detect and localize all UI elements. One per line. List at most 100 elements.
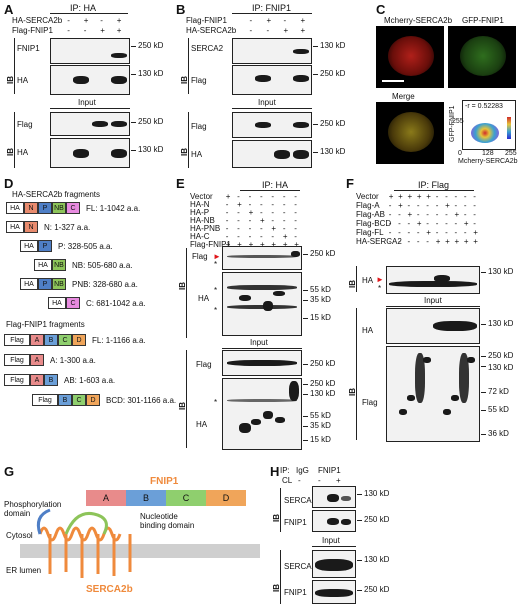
sign: +	[225, 240, 231, 249]
sign: -	[398, 219, 401, 228]
fragment-segment: N	[24, 202, 38, 214]
row-label: HA-N	[190, 200, 210, 209]
sign: +	[294, 240, 299, 249]
mw-label: 130 kD	[320, 147, 346, 156]
sign: -	[398, 237, 401, 246]
blot-ip-flag	[222, 246, 302, 270]
sign: +	[407, 192, 413, 201]
fragment-description: NB: 505-680 a.a.	[72, 261, 133, 270]
sign: -	[271, 192, 275, 201]
sign: -	[249, 16, 253, 25]
sign: -	[294, 232, 297, 241]
fragment-segment: HA	[20, 240, 38, 252]
sign: -	[260, 232, 263, 241]
mw-label: 36 kD	[488, 429, 509, 438]
fragment-segment: A	[30, 374, 44, 386]
input-title: Input	[250, 338, 268, 347]
sign: -	[225, 224, 229, 233]
sign: -	[473, 192, 476, 201]
blot-serca2	[232, 38, 312, 64]
fnip1-domain: C	[166, 490, 206, 506]
serca2b-topology	[36, 508, 132, 578]
fnip1-domain: A	[86, 490, 126, 506]
sign: +	[426, 228, 431, 237]
blot-label-ha: HA	[17, 148, 29, 157]
sign: -	[282, 192, 286, 201]
blot-label-ha: HA	[196, 420, 208, 429]
sign: -	[473, 210, 476, 219]
sign: +	[237, 200, 242, 209]
fragment-segment: C	[66, 202, 80, 214]
fragment-segment: P	[38, 240, 52, 252]
title-rule	[50, 13, 128, 14]
sign: -	[435, 192, 439, 201]
mw-label: 250 kD	[320, 69, 346, 78]
row-label: HA-PNB	[190, 224, 221, 233]
sign: -	[473, 201, 476, 210]
asterisk: *	[214, 398, 218, 407]
gfp-image	[448, 26, 516, 88]
sign: +	[445, 201, 450, 210]
mw-label: 250 kD	[320, 119, 346, 128]
ip-title: IP: FNIP1	[252, 3, 292, 13]
fragment-description: P: 328-505 a.a.	[58, 242, 113, 251]
sign: -	[473, 219, 476, 228]
panel-letter: B	[176, 2, 186, 17]
sign: +	[398, 192, 403, 201]
mw-label: 35 kD	[310, 295, 331, 304]
sign: -	[248, 216, 252, 225]
mw-label: 72 kD	[488, 387, 509, 396]
input-title: Input	[424, 296, 442, 305]
sign: -	[294, 192, 297, 201]
sign: +	[407, 210, 413, 219]
sign: -	[416, 228, 420, 237]
mw-label: 250 kD	[364, 585, 390, 594]
row-label: Flag-FNIP1	[186, 16, 227, 25]
sign: -	[248, 232, 252, 241]
sign: -	[463, 228, 467, 237]
sign: -	[248, 224, 252, 233]
row-label: HA-SERCA2b	[12, 16, 63, 25]
fragment-segment: HA	[48, 297, 66, 309]
sign: -	[407, 219, 411, 228]
sign: -	[249, 26, 253, 35]
serca2b-label: SERCA2b	[86, 584, 133, 595]
sign: -	[388, 219, 392, 228]
mw-label: 250 kD	[310, 249, 336, 258]
sign: -	[225, 232, 229, 241]
row-label: Flag-FNIP1	[190, 240, 231, 249]
row-label: Vector	[356, 192, 379, 201]
ip-title: IP: HA	[262, 180, 289, 190]
sign: -	[282, 208, 286, 217]
row-label: HA-SERCA2	[356, 237, 402, 246]
sign: -	[416, 201, 420, 210]
blot-ip-ha	[386, 266, 480, 294]
image-label: Merge	[392, 92, 415, 101]
fragment-description: A: 1-300 a.a.	[50, 356, 96, 365]
blot-ip-fnip1	[312, 510, 356, 532]
fragment-segment: Flag	[4, 334, 30, 346]
sign: -	[248, 200, 252, 209]
fragment-description: AB: 1-603 a.a.	[64, 376, 116, 385]
fragment-segment: B	[58, 394, 72, 406]
blot-label-fnip1: FNIP1	[17, 44, 40, 53]
sign: -	[435, 228, 439, 237]
mw-label: 130 kD	[488, 319, 514, 328]
fragment-description: FL: 1-1166 a.a.	[92, 336, 146, 345]
blot-label-serca2: SERCA2	[284, 562, 317, 571]
fragment-segment: HA	[34, 259, 52, 271]
fragment-segment: C	[66, 297, 80, 309]
blot-ip-serca2	[312, 486, 356, 508]
fragment-segment: C	[72, 394, 86, 406]
sign: +	[445, 237, 450, 246]
blot-label-ha: HA	[17, 76, 29, 85]
sign: -	[67, 26, 70, 35]
sign: -	[100, 16, 103, 25]
ip-label: IP:	[280, 466, 290, 475]
sign: +	[473, 228, 478, 237]
fragment-segment: D	[72, 334, 86, 346]
igg-label: IgG	[296, 466, 309, 475]
fragment-segment: A	[30, 354, 44, 366]
ib-bracket	[14, 38, 15, 94]
fragment-description: C: 681-1042 a.a.	[86, 299, 146, 308]
